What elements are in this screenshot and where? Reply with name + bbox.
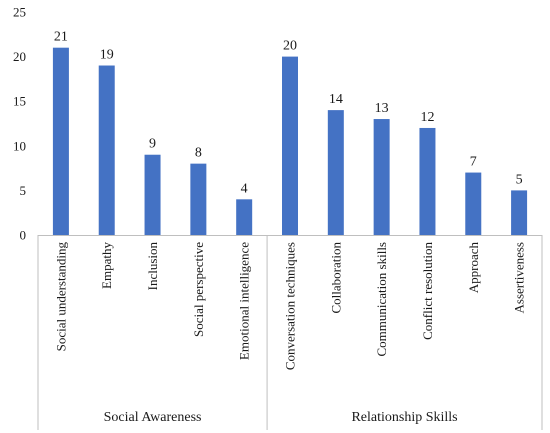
data-label: 13 — [375, 101, 389, 116]
y-tick-label: 5 — [20, 183, 27, 198]
bar — [144, 154, 161, 235]
category-label: Empathy — [99, 242, 114, 289]
bar — [98, 65, 115, 236]
y-tick-label: 20 — [13, 49, 26, 64]
bar — [236, 199, 253, 235]
group-label: Relationship Skills — [351, 410, 457, 425]
data-label: 4 — [241, 181, 248, 196]
data-label: 12 — [420, 110, 434, 125]
axes: 0 5 10 15 20 25 — [13, 5, 543, 430]
y-tick-label: 10 — [13, 138, 26, 153]
data-label: 14 — [329, 92, 343, 107]
category-label: Assertiveness — [512, 242, 527, 314]
y-tick-label: 15 — [13, 94, 26, 109]
category-label: Communication skills — [374, 242, 389, 356]
category-label: Collaboration — [328, 242, 343, 314]
y-tick-label: 25 — [13, 5, 26, 20]
bar — [190, 163, 207, 235]
category-label: Approach — [466, 242, 481, 294]
category-label: Social understanding — [53, 242, 68, 352]
data-label: 19 — [100, 48, 114, 63]
data-label: 21 — [54, 30, 68, 45]
bar — [282, 56, 298, 235]
data-label: 9 — [149, 137, 156, 152]
category-label: Social perspective — [191, 242, 206, 337]
data-label: 5 — [516, 172, 523, 187]
bar — [373, 119, 390, 235]
bar — [419, 127, 436, 235]
data-label: 7 — [470, 155, 477, 170]
category-label: Emotional intelligence — [237, 242, 252, 360]
labels: 21 Social understanding 19 Empathy 9 Inclusio… — [53, 30, 526, 425]
category-label: Conversation techniques — [283, 242, 298, 370]
data-label: 8 — [195, 146, 202, 161]
category-label: Inclusion — [145, 242, 160, 291]
bar — [52, 47, 69, 236]
category-label: Conflict resolution — [420, 242, 435, 340]
data-label: 20 — [283, 39, 297, 54]
bar — [465, 172, 482, 235]
group-label: Social Awareness — [104, 410, 202, 425]
bar — [327, 110, 344, 235]
bar — [511, 190, 528, 235]
y-tick-label: 0 — [20, 228, 27, 243]
bars — [52, 47, 528, 236]
